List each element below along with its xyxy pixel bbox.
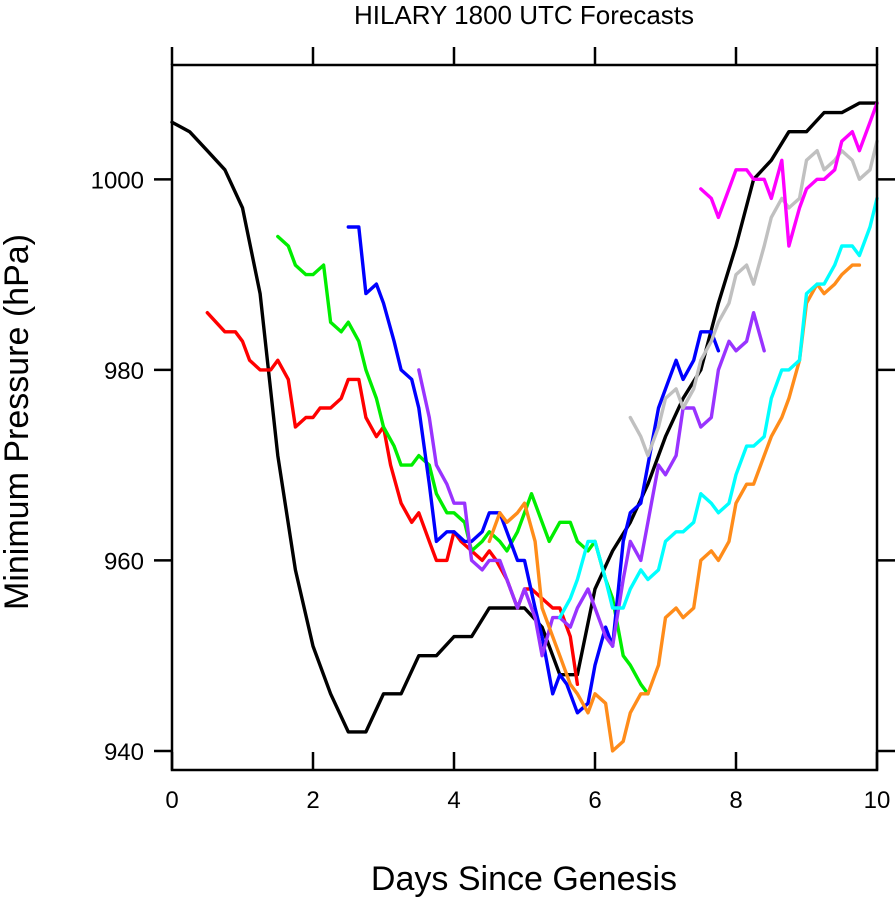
y-axis-label: Minimum Pressure (hPa)	[0, 234, 36, 610]
series-line-3	[276, 234, 650, 696]
series-line-4	[346, 225, 721, 715]
series-line-8	[628, 139, 879, 458]
x-tick-label: 8	[729, 787, 742, 814]
x-tick-label: 4	[447, 787, 460, 814]
y-tick-label: 1000	[91, 167, 144, 194]
series-line-2	[205, 311, 580, 686]
series-line-7	[558, 196, 879, 620]
series-line-6	[487, 263, 862, 753]
series-line-1	[170, 101, 879, 734]
x-tick-label: 0	[165, 787, 178, 814]
y-tick-label: 960	[104, 548, 144, 575]
x-axis-label: Days Since Genesis	[371, 860, 677, 898]
x-tick-label: 10	[864, 787, 891, 814]
series-layer	[170, 101, 879, 753]
y-tick-label: 940	[104, 739, 144, 766]
plot-frame	[170, 63, 879, 772]
x-tick-label: 2	[306, 787, 319, 814]
series-line-5	[417, 311, 766, 658]
series-line-9	[699, 101, 879, 248]
axes-layer: 0 2 4 6 8 10 940 960 980 1000	[91, 47, 895, 814]
y-tick-label: 980	[104, 358, 144, 385]
x-tick-label: 6	[588, 787, 601, 814]
chart-title: HILARY 1800 UTC Forecasts	[354, 0, 694, 30]
